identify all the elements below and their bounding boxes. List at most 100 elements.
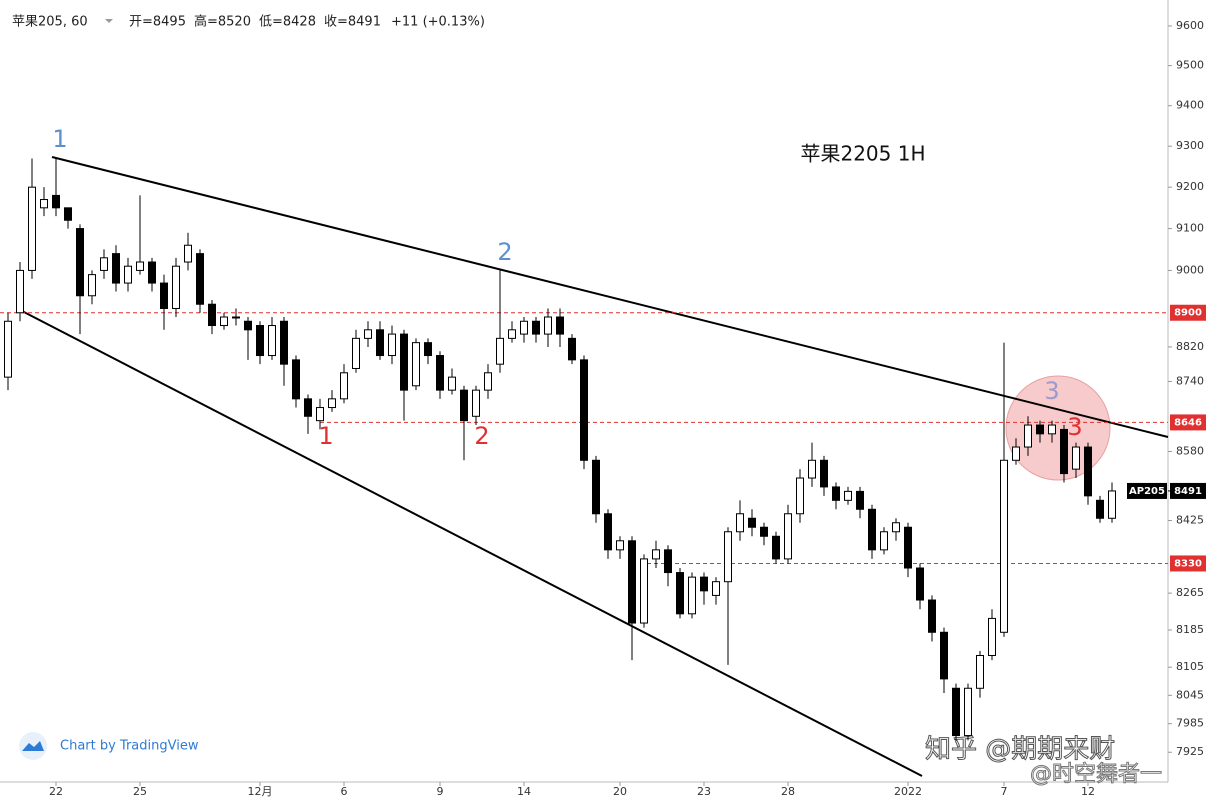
y-tick-label: 8105 (1176, 660, 1204, 673)
candle-body (952, 687, 960, 737)
candle-body (604, 513, 612, 551)
last-symbol: AP205 (1129, 486, 1165, 497)
annotation: 苹果2205 1H (800, 142, 925, 166)
y-tick-label: 8820 (1176, 340, 1204, 353)
trend-line-upper (51, 156, 1169, 438)
candle-body (256, 325, 264, 357)
x-tick-label: 22 (49, 785, 63, 798)
candle-body (1060, 428, 1068, 475)
y-tick-label: 9100 (1176, 222, 1204, 235)
header: 苹果205, 60 开=8495 高=8520 低=8428 收=8491 +1… (12, 14, 485, 30)
candle-body (304, 398, 312, 417)
candle-body (172, 265, 180, 309)
candle-body (640, 558, 648, 624)
y-tick-label: 7985 (1176, 717, 1204, 730)
candle-body (316, 407, 324, 422)
dropdown-icon[interactable] (105, 19, 113, 23)
open: 开=8495 (129, 15, 186, 30)
branding[interactable]: Chart by TradingView (19, 732, 199, 760)
candle-body (1048, 424, 1056, 435)
logo (22, 741, 44, 751)
price-label: 8646 (1174, 417, 1202, 428)
x-tick-label: 12月 (248, 785, 273, 798)
candle-body (808, 459, 816, 479)
annotation: 2 (497, 238, 512, 266)
candle-body (208, 303, 216, 327)
trend-line-lower (19, 309, 923, 777)
candle-body (928, 599, 936, 633)
candle-body (424, 342, 432, 357)
watermark: 知乎 @期期来财 (925, 735, 1115, 765)
y-tick-label: 8045 (1176, 688, 1204, 701)
candle-body (436, 355, 444, 391)
candle-body (268, 325, 276, 357)
annotation: 1 (52, 125, 67, 153)
candle-body (976, 655, 984, 689)
candle-body (916, 567, 924, 601)
candle-body (784, 513, 792, 560)
candle-body (940, 631, 948, 680)
x-tick-label: 28 (781, 785, 795, 798)
candle-body (664, 549, 672, 574)
candle-body (700, 576, 708, 592)
symbol: 苹果205, 60 (12, 15, 88, 30)
candle-body (136, 261, 144, 271)
x-tick-label: 23 (697, 785, 711, 798)
candle-body (496, 337, 504, 365)
last-price: 8491 (1174, 486, 1202, 497)
branding-text: Chart by TradingView (60, 739, 199, 754)
candle-body (580, 359, 588, 461)
candle-body (772, 535, 780, 560)
candle-body (1072, 446, 1080, 470)
candle-body (508, 329, 516, 339)
candle-body (832, 486, 840, 501)
candle-body (484, 372, 492, 391)
candle-body (856, 490, 864, 510)
candle-body (904, 526, 912, 569)
y-tick-label: 9200 (1176, 180, 1204, 193)
x-tick-label: 14 (517, 785, 531, 798)
candle-body (76, 228, 84, 297)
candle-body (1012, 446, 1020, 461)
candle-body (280, 320, 288, 365)
candle-body (388, 333, 396, 357)
candle-body (712, 581, 720, 596)
y-tick-label: 8265 (1176, 586, 1204, 599)
candle-body (880, 531, 888, 551)
y-tick-label: 9300 (1176, 139, 1204, 152)
candle-body (796, 477, 804, 515)
candle-body (244, 320, 252, 331)
candle-body (844, 490, 852, 501)
candle-body (196, 253, 204, 305)
candle-body (184, 244, 192, 263)
candle-body (568, 337, 576, 361)
candle-body (364, 329, 372, 339)
close: 收=8491 (324, 15, 381, 30)
candle-body (448, 376, 456, 391)
candle-body (292, 359, 300, 400)
y-tick-label: 9500 (1176, 59, 1204, 72)
y-tick-label: 7925 (1176, 745, 1204, 758)
candle-body (376, 329, 384, 357)
annotation: 3 (1044, 377, 1059, 405)
candle-body (460, 389, 468, 422)
candle-body (532, 320, 540, 335)
candle-body (688, 576, 696, 615)
candle-body (676, 572, 684, 615)
candle-body (340, 372, 348, 400)
logo-bg (19, 732, 47, 760)
candle-body (232, 316, 240, 319)
annotation: 3 (1067, 413, 1082, 441)
candle-body (28, 186, 36, 271)
candle-body (16, 269, 24, 314)
candle-body (40, 199, 48, 209)
candle-body (988, 617, 996, 657)
candle-body (1096, 499, 1104, 519)
candle-body (736, 513, 744, 533)
candle-body (88, 274, 96, 297)
candle-body (472, 389, 480, 417)
y-tick-label: 8185 (1176, 623, 1204, 636)
x-tick-label: 20 (613, 785, 627, 798)
